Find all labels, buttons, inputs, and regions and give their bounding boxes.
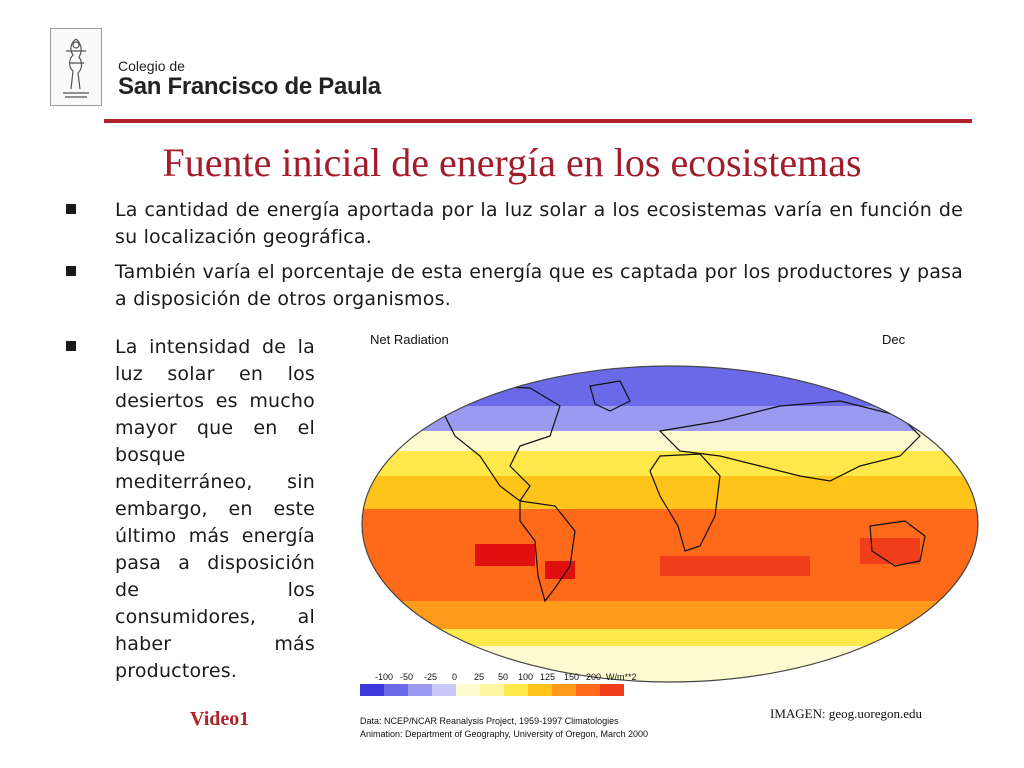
map-month: Dec xyxy=(882,332,906,347)
scale-label: 200 xyxy=(586,672,601,682)
scale-label: 50 xyxy=(498,672,508,682)
scale-label: W/m**2 xyxy=(606,672,637,682)
school-name-small: Colegio de xyxy=(118,58,185,74)
bullet-marker xyxy=(66,341,76,351)
video1-link[interactable]: Video1 xyxy=(190,708,250,730)
school-crest-logo xyxy=(50,28,102,106)
scale-label: 0 xyxy=(452,672,457,682)
scale-label: 125 xyxy=(540,672,555,682)
scale-label: 100 xyxy=(518,672,533,682)
bullet-2: También varía el porcentaje de esta ener… xyxy=(115,261,963,310)
scale-label: 150 xyxy=(564,672,579,682)
map-credit-animation: Animation: Department of Geography, Univ… xyxy=(360,729,648,739)
bullet-marker xyxy=(66,204,76,214)
image-credit: IMAGEN: geog.uoregon.edu xyxy=(770,706,922,721)
net-radiation-map: Net Radiation Dec xyxy=(360,326,980,746)
bullet-marker xyxy=(66,266,76,276)
scale-label: -100 xyxy=(375,672,393,682)
school-name-big: San Francisco de Paula xyxy=(118,73,381,100)
scale-label: -25 xyxy=(424,672,437,682)
bullet-1: La cantidad de energía aportada por la l… xyxy=(115,199,963,248)
map-title: Net Radiation xyxy=(370,332,449,347)
map-credit-data: Data: NCEP/NCAR Reanalysis Project, 1959… xyxy=(360,716,619,726)
scale-label: 25 xyxy=(474,672,484,682)
svg-text:-100 -50 -25: -100 -50 -25 0 25 50 100 125 150 200 W/m… xyxy=(375,672,637,682)
color-scale-legend: -100 -50 -25 0 25 50 100 125 150 200 W/m… xyxy=(360,672,637,696)
header-rule xyxy=(104,119,972,123)
slide-title: Fuente inicial de energía en los ecosist… xyxy=(162,140,862,185)
radiation-bands xyxy=(362,366,978,682)
bullet-3: La intensidad de la luz solar en los des… xyxy=(115,336,315,682)
school-name: Colegio de San Francisco de Paula xyxy=(118,58,381,100)
scale-label: -50 xyxy=(400,672,413,682)
